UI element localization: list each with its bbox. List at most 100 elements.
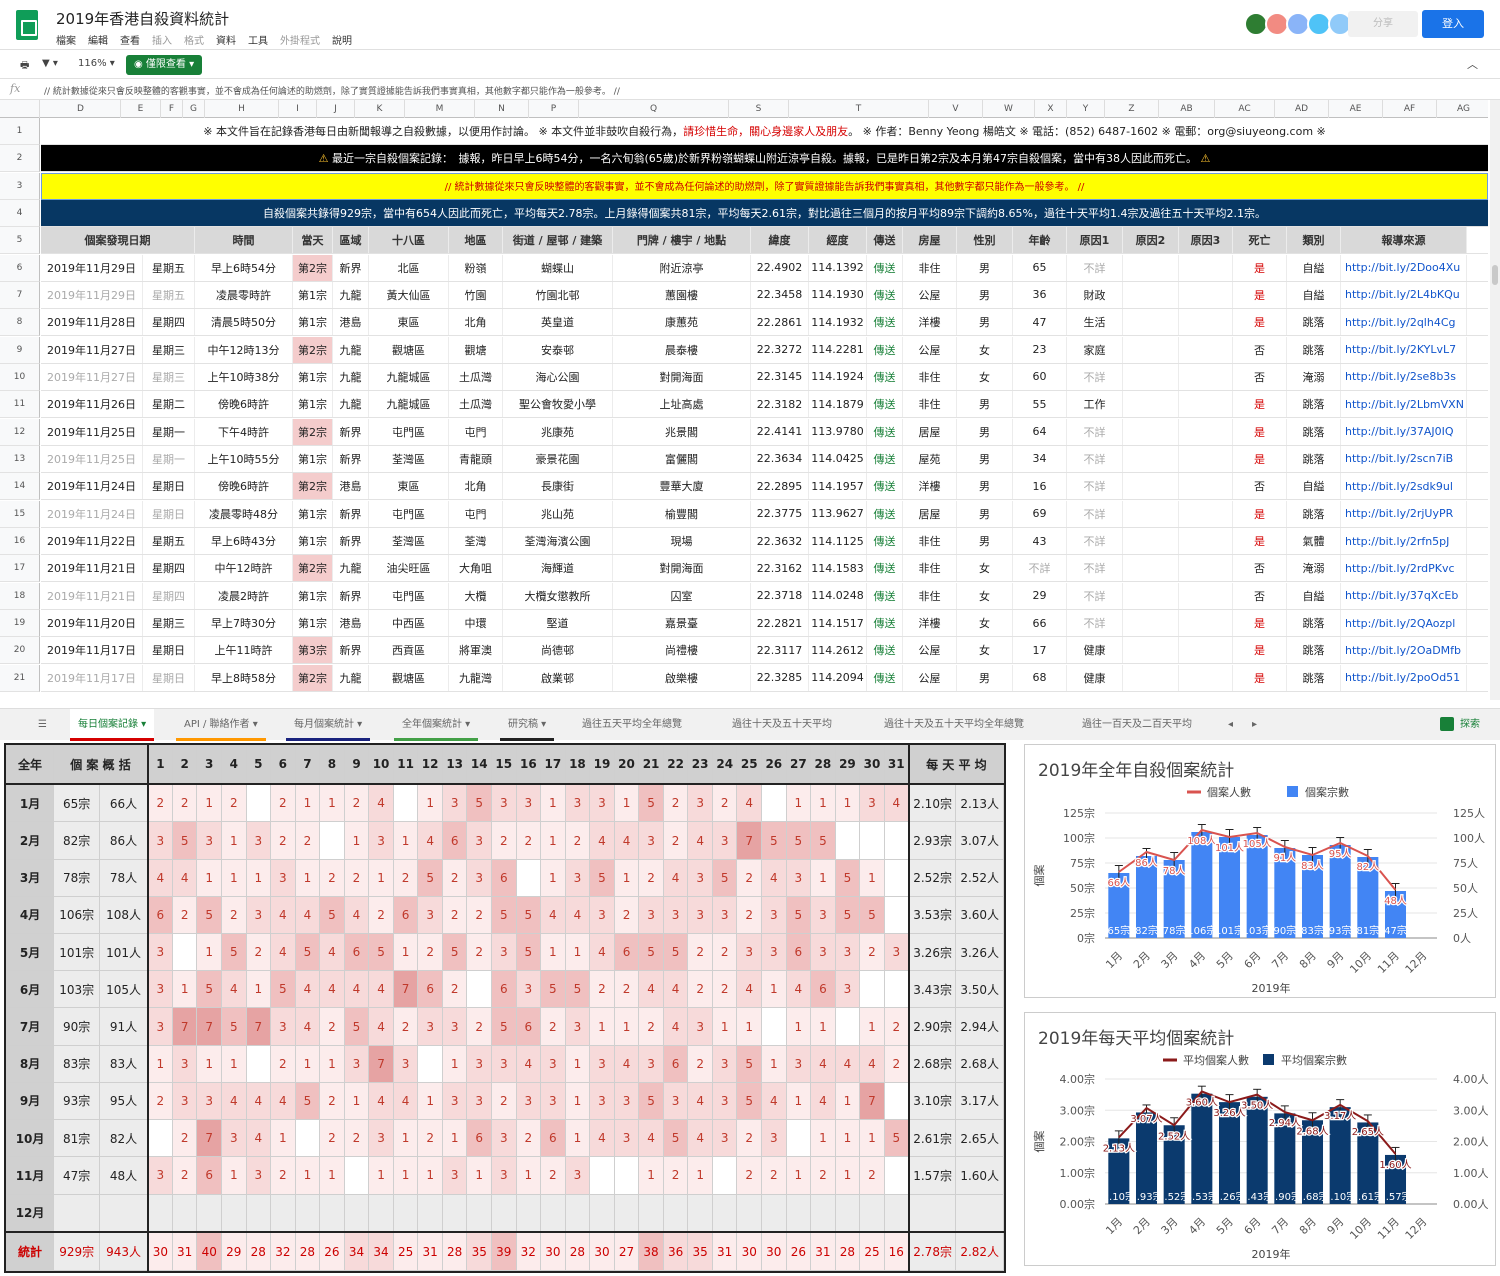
row-number[interactable]: 14 [0, 473, 40, 501]
column-header[interactable]: AG [1437, 100, 1488, 118]
menu-item[interactable]: 外掛程式 [280, 36, 320, 47]
menu-item[interactable]: 檔案 [56, 36, 76, 47]
row-number[interactable]: 10 [0, 363, 40, 391]
chevron-down-icon[interactable]: ▾ [249, 719, 258, 730]
select-all-corner[interactable] [0, 100, 40, 118]
column-header[interactable]: H [205, 100, 279, 118]
sheet-tab[interactable]: 全年個案統計 ▾ [394, 709, 479, 741]
row-number[interactable]: 2 [0, 145, 40, 173]
column-header[interactable]: D [41, 100, 121, 118]
row-number[interactable]: 11 [0, 391, 40, 419]
row-number[interactable]: 20 [0, 637, 40, 665]
table-cell[interactable]: http://bit.ly/2Doo4Xu [1341, 254, 1467, 281]
column-header[interactable]: K [355, 100, 405, 118]
print-icon[interactable]: 🖶 [20, 60, 30, 71]
table-cell[interactable]: http://bit.ly/2poOd51 [1341, 664, 1467, 691]
chevron-left-icon[interactable]: ◂ [1228, 719, 1234, 730]
table-cell[interactable]: http://bit.ly/2KYLvL7 [1341, 336, 1467, 363]
chevron-down-icon[interactable]: ▾ [138, 719, 147, 730]
table-cell[interactable]: http://bit.ly/2qlh4Cg [1341, 309, 1467, 336]
menu-item[interactable]: 格式 [184, 36, 204, 47]
row-number[interactable]: 4 [0, 199, 40, 227]
column-header[interactable]: E [121, 100, 161, 118]
column-header[interactable]: G [183, 100, 205, 118]
sheet-tab[interactable]: 每日個案記錄 ▾ [70, 709, 155, 741]
sheet-tab[interactable]: 過往五天平均全年總覽 [574, 709, 690, 741]
row-number[interactable]: 7 [0, 281, 40, 309]
table-cell[interactable]: http://bit.ly/2LbmVXN [1341, 391, 1467, 418]
chevron-down-icon[interactable]: ▾ [354, 719, 363, 730]
column-header[interactable]: M [405, 100, 475, 118]
row-number[interactable]: 13 [0, 445, 40, 473]
column-header[interactable]: W [983, 100, 1035, 118]
table-cell[interactable]: http://bit.ly/2scn7iB [1341, 445, 1467, 472]
column-header[interactable]: AD [1275, 100, 1329, 118]
table-cell[interactable]: http://bit.ly/2rdPKvc [1341, 555, 1467, 582]
document-title[interactable]: 2019年香港自殺資料統計 [56, 10, 230, 28]
table-cell[interactable]: http://bit.ly/2QAozpl [1341, 610, 1467, 637]
table-cell[interactable]: http://bit.ly/2L4bKQu [1341, 281, 1467, 308]
column-header[interactable]: Y [1067, 100, 1105, 118]
column-header[interactable]: S [729, 100, 789, 118]
annual-cases-chart[interactable]: 2019年全年自殺個案統計 0宗 0人 25宗 25人 50宗 50人 75宗 75人 100宗 1… [1024, 744, 1496, 998]
row-number[interactable]: 19 [0, 610, 40, 638]
column-header[interactable]: AF [1383, 100, 1437, 118]
row-number[interactable]: 3 [0, 172, 40, 200]
scroll-thumb[interactable] [1492, 265, 1498, 285]
row-number[interactable]: 18 [0, 582, 40, 610]
row-number[interactable]: 17 [0, 555, 40, 583]
sheet-tab[interactable]: 過往十天及五十天平均 [724, 709, 840, 741]
sheet-tab[interactable]: 研究稿 ▾ [500, 709, 555, 741]
avatar[interactable] [1244, 12, 1268, 36]
row-number[interactable]: 6 [0, 254, 40, 282]
column-header[interactable]: AE [1329, 100, 1383, 118]
table-cell[interactable]: http://bit.ly/37qXcEb [1341, 582, 1467, 609]
row-number[interactable]: 16 [0, 528, 40, 555]
daily-average-chart[interactable]: 2019年每天平均個案統計 0.00宗 0.00人 1.00宗 1.00人 2.00宗 2.… [1024, 1012, 1496, 1266]
table-cell[interactable]: http://bit.ly/37AJ0IQ [1341, 418, 1467, 445]
menu-item[interactable]: 查看 [120, 36, 140, 47]
column-header[interactable]: J [317, 100, 355, 118]
row-number[interactable]: 5 [0, 227, 40, 255]
sheets-logo-icon[interactable] [16, 10, 38, 40]
table-cell[interactable]: http://bit.ly/2se8b3s [1341, 363, 1467, 390]
sheet-tab[interactable]: 過往十天及五十天平均全年總覽 [876, 709, 1032, 741]
row-number[interactable]: 21 [0, 664, 40, 692]
column-header[interactable]: I [279, 100, 317, 118]
row-number[interactable]: 8 [0, 309, 40, 337]
row-number[interactable]: 12 [0, 418, 40, 446]
menu-item[interactable]: 插入 [152, 36, 172, 47]
zoom-select[interactable]: 116% ▾ [78, 58, 115, 69]
chevron-down-icon[interactable]: ▾ [538, 719, 547, 730]
vertical-scrollbar[interactable] [1490, 100, 1500, 700]
view-only-button[interactable]: ◉ 僅限查看 ▾ [126, 55, 203, 75]
share-button[interactable]: 分享 [1348, 11, 1418, 37]
column-header[interactable]: P [529, 100, 579, 118]
row-number[interactable]: 15 [0, 500, 40, 528]
filter-icon[interactable]: ▼ ▾ [42, 58, 58, 69]
all-sheets-icon[interactable]: ☰ [38, 719, 47, 730]
column-header[interactable]: AC [1215, 100, 1275, 118]
table-cell[interactable]: http://bit.ly/2rjUyPR [1341, 500, 1467, 527]
chevron-down-icon[interactable]: ▾ [462, 719, 471, 730]
column-header[interactable]: Q [579, 100, 729, 118]
avatar[interactable] [1286, 12, 1310, 36]
chevron-up-icon[interactable]: ︿ [1467, 58, 1478, 71]
column-header[interactable]: V [929, 100, 983, 118]
sheet-tab[interactable]: API / 聯絡作者 ▾ [176, 709, 266, 741]
column-header[interactable]: Z [1105, 100, 1159, 118]
menu-item[interactable]: 工具 [248, 36, 268, 47]
login-button[interactable]: 登入 [1422, 10, 1484, 38]
formula-text[interactable]: // 統計數據從來只會反映整體的客觀事實，並不會成為任何論述的助燃劑，除了實質證… [44, 87, 620, 97]
row-number[interactable]: 9 [0, 336, 40, 364]
row-number[interactable]: 1 [0, 118, 40, 145]
sheet-tab[interactable]: 過往一百天及二百天平均 [1074, 709, 1200, 741]
column-header[interactable]: T [789, 100, 929, 118]
table-cell[interactable]: http://bit.ly/2rfn5pJ [1341, 528, 1467, 554]
table-cell[interactable]: http://bit.ly/2sdk9ul [1341, 473, 1467, 500]
menu-item[interactable]: 編輯 [88, 36, 108, 47]
column-header[interactable]: F [161, 100, 183, 118]
column-header[interactable]: AB [1159, 100, 1215, 118]
menu-item[interactable]: 說明 [332, 36, 352, 47]
table-cell[interactable]: http://bit.ly/2OaDMfb [1341, 637, 1467, 664]
